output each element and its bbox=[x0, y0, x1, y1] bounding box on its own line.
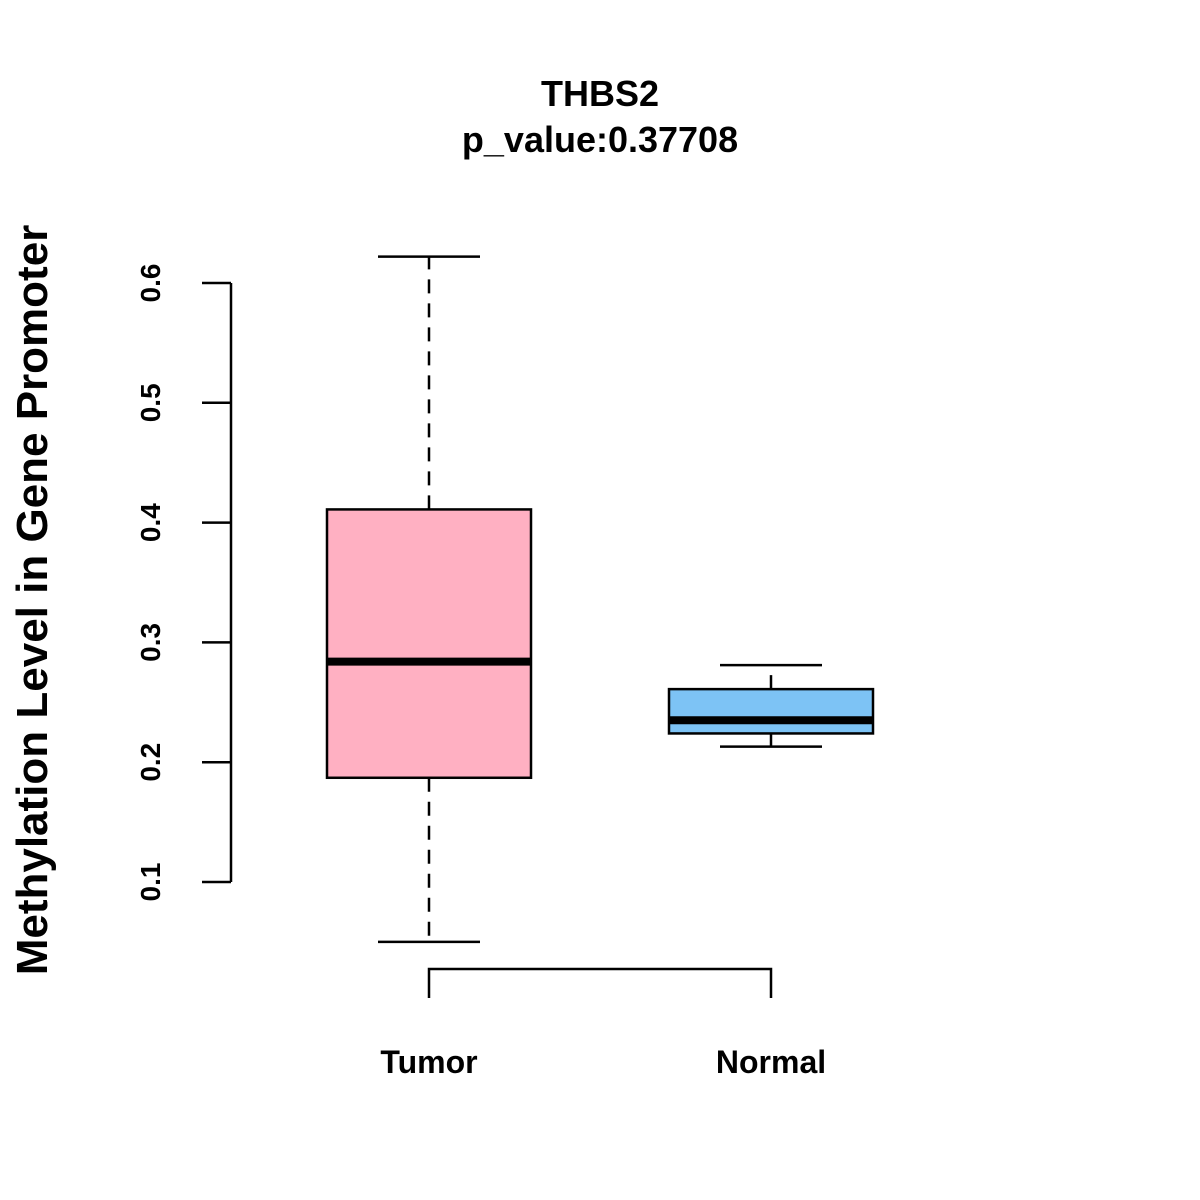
y-tick-label: 0.5 bbox=[135, 383, 166, 422]
chart-title: THBS2 bbox=[541, 73, 659, 114]
y-tick-label: 0.4 bbox=[135, 503, 166, 542]
x-category-label: Tumor bbox=[380, 1044, 477, 1080]
x-category-labels: Tumor Normal bbox=[380, 1044, 826, 1080]
y-tick-label: 0.3 bbox=[135, 623, 166, 662]
bracket-line bbox=[427, 967, 773, 998]
y-axis-label: Methylation Level in Gene Promoter bbox=[8, 225, 57, 976]
x-category-label: Normal bbox=[716, 1044, 826, 1080]
comparison-bracket bbox=[427, 967, 773, 998]
y-tick-label: 0.6 bbox=[135, 264, 166, 303]
box-normal bbox=[667, 663, 875, 748]
boxes-group bbox=[325, 255, 875, 944]
box-tumor bbox=[325, 255, 533, 944]
y-tick-label: 0.1 bbox=[135, 863, 166, 902]
box-rect bbox=[325, 508, 533, 780]
y-tick-label: 0.2 bbox=[135, 743, 166, 782]
box-rect bbox=[667, 687, 875, 735]
chart-subtitle: p_value:0.37708 bbox=[462, 119, 738, 160]
y-axis: 0.1 0.2 0.3 0.4 0.5 0.6 bbox=[135, 264, 233, 902]
